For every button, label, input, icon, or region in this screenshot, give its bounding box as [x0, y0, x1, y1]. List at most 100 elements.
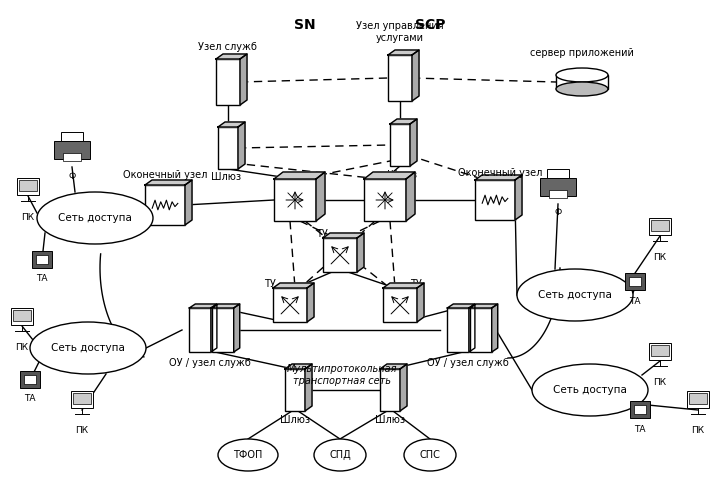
Text: ТФОП: ТФОП: [233, 450, 263, 460]
Polygon shape: [216, 54, 247, 59]
Bar: [470, 308, 491, 352]
Text: Шлюз: Шлюз: [375, 415, 405, 425]
Bar: [32, 251, 52, 268]
Text: Оконечный узел: Оконечный узел: [123, 170, 207, 180]
Bar: [475, 180, 515, 220]
Bar: [549, 191, 567, 198]
Polygon shape: [307, 283, 314, 322]
Polygon shape: [388, 50, 419, 55]
Bar: [634, 405, 646, 414]
Bar: [285, 369, 305, 411]
Bar: [216, 59, 240, 105]
Text: СПД: СПД: [329, 450, 351, 460]
Ellipse shape: [517, 269, 633, 321]
Text: ПК: ПК: [15, 343, 28, 352]
Ellipse shape: [532, 364, 648, 416]
Bar: [625, 273, 645, 290]
Bar: [630, 401, 650, 418]
Polygon shape: [185, 180, 192, 225]
Polygon shape: [305, 364, 312, 411]
Polygon shape: [285, 364, 312, 369]
Text: ТУ: ТУ: [316, 229, 328, 239]
Ellipse shape: [404, 439, 456, 471]
Ellipse shape: [37, 192, 153, 244]
Text: ОУ / узел служб: ОУ / узел служб: [427, 358, 509, 368]
Bar: [380, 369, 400, 411]
Bar: [189, 308, 211, 352]
Bar: [687, 391, 709, 408]
Polygon shape: [417, 283, 424, 322]
Ellipse shape: [218, 439, 278, 471]
Text: SCP: SCP: [415, 18, 446, 32]
Text: Шлюз: Шлюз: [280, 415, 310, 425]
Polygon shape: [357, 233, 364, 272]
Polygon shape: [491, 304, 498, 352]
Bar: [547, 169, 569, 178]
Bar: [71, 391, 93, 408]
Text: Шлюз: Шлюз: [211, 172, 241, 182]
Polygon shape: [412, 50, 419, 101]
Polygon shape: [400, 364, 407, 411]
Polygon shape: [475, 175, 522, 180]
Polygon shape: [274, 172, 325, 179]
Bar: [63, 154, 81, 161]
Bar: [73, 393, 91, 404]
Bar: [649, 218, 671, 235]
Bar: [13, 310, 31, 321]
Text: ТУ: ТУ: [410, 279, 422, 289]
Ellipse shape: [556, 68, 608, 82]
Polygon shape: [189, 304, 217, 308]
Bar: [630, 277, 641, 286]
Polygon shape: [323, 233, 364, 238]
Polygon shape: [383, 283, 424, 288]
Text: ПК: ПК: [654, 253, 667, 262]
Text: Сеть доступа: Сеть доступа: [553, 385, 627, 395]
Text: Узел управления
услугами: Узел управления услугами: [356, 22, 444, 43]
Text: СПС: СПС: [419, 450, 440, 460]
Bar: [36, 255, 47, 264]
Text: Мультипротокольная
транспортная сеть: Мультипротокольная транспортная сеть: [287, 364, 397, 386]
Text: ТА: ТА: [36, 274, 48, 283]
Text: ПК: ПК: [654, 378, 667, 387]
Bar: [689, 393, 707, 404]
Bar: [19, 180, 37, 191]
Text: ТА: ТА: [629, 297, 641, 306]
Polygon shape: [316, 172, 325, 221]
Bar: [54, 141, 90, 159]
Polygon shape: [469, 304, 475, 352]
Text: Оконечный узел: Оконечный узел: [458, 168, 542, 178]
Text: ТА: ТА: [24, 394, 36, 403]
Bar: [649, 343, 671, 360]
Polygon shape: [234, 304, 240, 352]
Polygon shape: [447, 304, 475, 308]
Bar: [383, 288, 417, 322]
Text: Сеть доступа: Сеть доступа: [538, 290, 612, 300]
Text: ОУ / узел служб: ОУ / узел служб: [169, 358, 251, 368]
Polygon shape: [218, 122, 245, 127]
Ellipse shape: [556, 82, 608, 96]
Bar: [364, 179, 406, 221]
Text: Ф: Ф: [68, 172, 76, 181]
Bar: [11, 308, 33, 325]
Bar: [212, 308, 234, 352]
Bar: [323, 238, 357, 272]
Polygon shape: [515, 175, 522, 220]
Text: ПК: ПК: [76, 426, 89, 435]
Text: Сеть доступа: Сеть доступа: [58, 213, 132, 223]
Text: Узел служб: Узел служб: [199, 42, 258, 52]
Text: ПК: ПК: [21, 213, 34, 222]
Bar: [651, 345, 669, 356]
Polygon shape: [212, 304, 240, 308]
Ellipse shape: [314, 439, 366, 471]
Bar: [651, 220, 669, 231]
Polygon shape: [273, 283, 314, 288]
Polygon shape: [410, 119, 417, 166]
Bar: [61, 132, 83, 141]
Bar: [17, 178, 39, 195]
Text: SN: SN: [294, 18, 316, 32]
Bar: [388, 55, 412, 101]
Bar: [556, 75, 608, 89]
Text: сервер приложений: сервер приложений: [530, 48, 634, 58]
Polygon shape: [145, 180, 192, 185]
Text: ТА: ТА: [634, 425, 646, 434]
